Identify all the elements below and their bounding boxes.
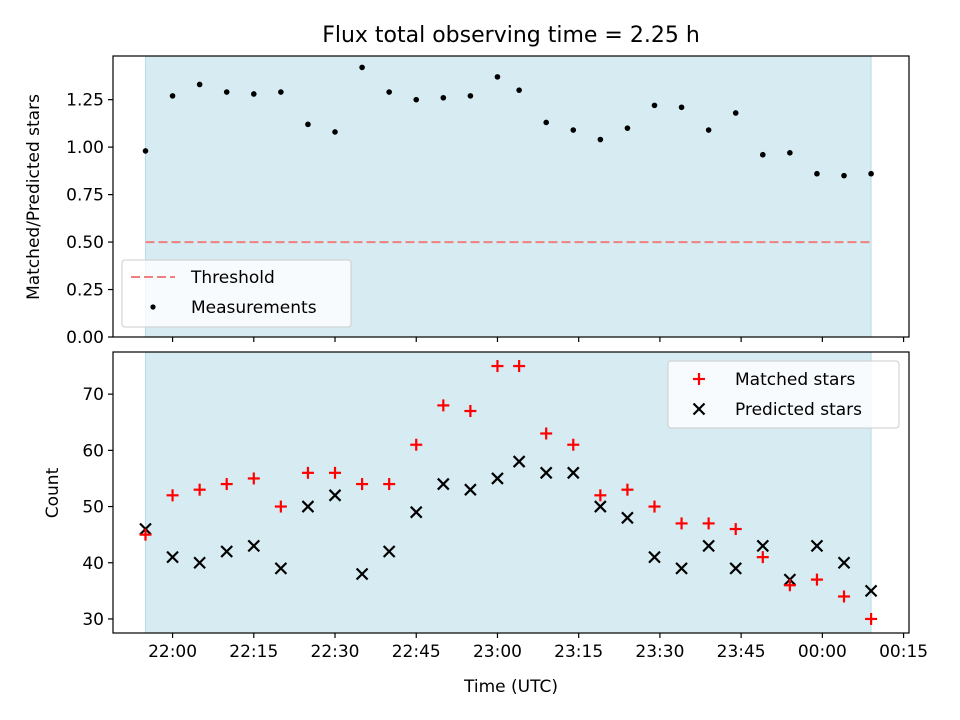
measurement-point xyxy=(760,152,766,158)
legend-matched-label: Matched stars xyxy=(735,370,855,390)
measurement-point xyxy=(679,104,685,110)
measurement-point xyxy=(278,89,284,95)
bottom-y-axis-label: Count xyxy=(43,467,63,518)
y-tick-label: 1.25 xyxy=(66,91,104,111)
top-legend: Threshold Measurements xyxy=(122,260,351,327)
measurement-point xyxy=(570,127,576,133)
figure-title: Flux total observing time = 2.25 h xyxy=(322,23,700,48)
y-tick-label: 30 xyxy=(82,610,104,630)
top-y-axis-label: Matched/Predicted stars xyxy=(24,94,44,300)
measurement-point xyxy=(332,129,338,135)
measurement-point xyxy=(733,110,739,116)
x-tick-label: 22:15 xyxy=(229,642,278,662)
measurement-point xyxy=(413,97,419,103)
figure: Flux total observing time = 2.25 h 0.000… xyxy=(0,0,960,720)
y-tick-label: 0.75 xyxy=(66,186,104,206)
x-tick-label: 23:00 xyxy=(473,642,522,662)
x-tick-label: 00:15 xyxy=(879,642,928,662)
measurement-point xyxy=(598,137,604,143)
measurement-point xyxy=(787,150,793,156)
bottom-y-ticks: 30 40 50 60 70 xyxy=(82,385,113,630)
measurement-point xyxy=(868,171,874,177)
measurement-point xyxy=(359,65,365,71)
measurement-point xyxy=(386,89,392,95)
measurement-point xyxy=(251,91,257,97)
y-tick-label: 0.25 xyxy=(66,281,104,301)
y-tick-label: 0.50 xyxy=(66,233,104,253)
x-tick-label: 22:45 xyxy=(392,642,441,662)
y-tick-label: 70 xyxy=(82,385,104,405)
measurement-point xyxy=(516,87,522,93)
measurement-point xyxy=(543,120,549,126)
y-tick-label: 60 xyxy=(82,441,104,461)
measurement-point xyxy=(625,125,631,131)
measurement-point xyxy=(495,74,501,80)
bottom-x-ticks: 22:00 22:15 22:30 22:45 23:00 23:15 23:30 23:45… xyxy=(148,633,928,662)
x-tick-label: 23:45 xyxy=(717,642,766,662)
measurement-point xyxy=(841,173,847,179)
measurement-point xyxy=(197,82,203,88)
measurement-point xyxy=(305,122,311,128)
measurement-point xyxy=(652,103,658,109)
y-tick-label: 0.00 xyxy=(66,328,104,348)
measurement-point xyxy=(468,93,474,99)
measurement-point xyxy=(441,95,447,101)
measurement-point xyxy=(706,127,712,133)
top-x-ticks xyxy=(173,337,904,342)
y-tick-label: 50 xyxy=(82,498,104,518)
legend-measurements-swatch xyxy=(150,304,155,309)
top-panel: 0.00 0.25 0.50 0.75 1.00 1.25 Matched/Predict… xyxy=(24,56,909,348)
legend-predicted-label: Predicted stars xyxy=(735,400,862,420)
legend-threshold-label: Threshold xyxy=(190,268,275,288)
bottom-legend: Matched stars Predicted stars xyxy=(668,361,899,428)
measurement-point xyxy=(143,148,149,154)
y-tick-label: 40 xyxy=(82,554,104,574)
bottom-panel: 22:00 22:15 22:30 22:45 23:00 23:15 23:30 23:45… xyxy=(43,352,928,697)
x-axis-label: Time (UTC) xyxy=(463,677,558,697)
legend-measurements-label: Measurements xyxy=(191,298,317,318)
x-tick-label: 22:30 xyxy=(311,642,360,662)
y-tick-label: 1.00 xyxy=(66,138,104,158)
top-y-ticks: 0.00 0.25 0.50 0.75 1.00 1.25 xyxy=(66,91,113,348)
measurement-point xyxy=(170,93,176,99)
x-tick-label: 23:15 xyxy=(554,642,603,662)
x-tick-label: 22:00 xyxy=(148,642,197,662)
x-tick-label: 23:30 xyxy=(635,642,684,662)
measurement-point xyxy=(814,171,820,177)
x-tick-label: 00:00 xyxy=(798,642,847,662)
measurement-point xyxy=(224,89,230,95)
